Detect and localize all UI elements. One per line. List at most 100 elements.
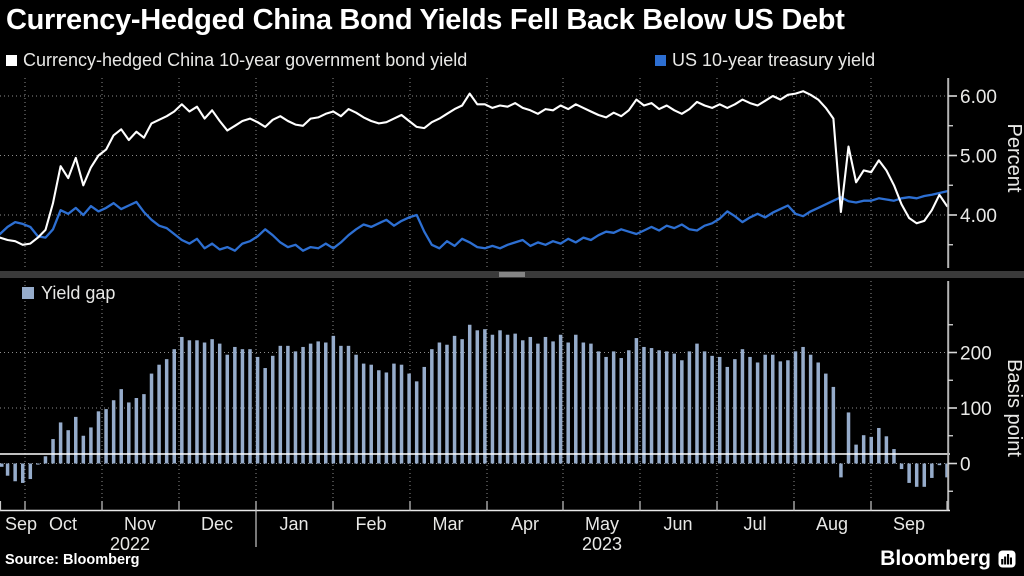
y-axis-title-basis-point: Basis point (1003, 359, 1024, 457)
yield-gap-bar (513, 333, 517, 464)
yield-gap-bar (392, 363, 396, 464)
yield-gap-bar (233, 346, 237, 464)
yield-gap-bar (467, 324, 472, 464)
yield-gap-bar (361, 363, 366, 464)
china-series-label: Currency-hedged China 10-year government… (23, 49, 468, 70)
yield-gap-bar (5, 463, 10, 476)
yield-gap-label: Yield gap (41, 282, 116, 303)
yield-gap-bar (286, 345, 290, 464)
y-axis-title-percent: Percent (1003, 124, 1024, 193)
x-axis-label-month: May (584, 514, 620, 534)
yield-gap-bar (81, 435, 86, 464)
yield-gap-bar (384, 372, 389, 464)
yield-gap-bar (861, 435, 866, 464)
yield-gap-bar (407, 373, 411, 464)
yield-gap-bar (505, 334, 510, 464)
yield-gap-bar (43, 456, 48, 464)
yield-gap-bar (755, 362, 760, 464)
yield-gap-bar (566, 342, 570, 464)
yield-gap-bar (172, 349, 176, 464)
yield-gap-bar (217, 343, 222, 464)
x-axis-label-month: Sep (4, 514, 38, 534)
yield-gap-bar (771, 354, 775, 464)
yield-gap-bar (907, 463, 911, 483)
yield-gap-bar (498, 330, 502, 464)
x-axis-label-month: Nov (123, 514, 157, 534)
yield-gap-bar (0, 463, 4, 467)
yield-gap-bar (354, 354, 358, 464)
yield-gap-bar (543, 336, 548, 464)
yield-gap-bar (20, 463, 25, 483)
yield-gap-bar (657, 350, 661, 464)
yield-gap-bar (604, 356, 608, 464)
x-axis-label-month: Apr (510, 514, 540, 534)
yield-gap-bar (619, 358, 623, 464)
yield-gap-bar (824, 373, 828, 464)
yield-gap-bar (104, 409, 108, 464)
y-axis-tick-label: 0 (960, 455, 971, 476)
x-axis-label-month: Oct (48, 514, 78, 534)
yield-gap-bar (536, 343, 540, 464)
legend-item-yield-gap: Yield gap (22, 282, 116, 303)
bloomberg-wordmark: Bloomberg (880, 547, 991, 570)
yield-gap-bar (589, 343, 593, 464)
yield-gap-bar (937, 463, 942, 466)
yield-gap-bar (58, 422, 63, 464)
yield-gap-bar (710, 355, 714, 464)
yield-gap-bar (695, 343, 699, 464)
yield-gap-bar (846, 412, 851, 464)
yield-gap-bar (293, 351, 298, 464)
yield-gap-bar (945, 463, 949, 478)
chart-title: Currency-Hedged China Bond Yields Fell B… (6, 4, 845, 36)
x-axis-label-month: Mar (432, 514, 464, 534)
yield-gap-bar (127, 402, 131, 464)
yield-gap-bar (308, 343, 313, 464)
yield-gap-bar (66, 430, 70, 464)
yield-gap-bar (399, 364, 404, 464)
yield-gap-bar (96, 411, 101, 464)
yield-gap-bar (422, 366, 427, 464)
yield-gap-bar (430, 349, 434, 464)
yield-gap-bar (763, 354, 767, 464)
x-axis-label-year: 2023 (581, 534, 623, 554)
y-axis-tick-label: 100 (960, 399, 992, 420)
y-axis-tick-label: 4.00 (960, 206, 997, 227)
yield-gap-bar (892, 449, 896, 464)
yield-gap-bar (914, 463, 919, 487)
legend-item-us: US 10-year treasury yield (655, 50, 875, 70)
china-series-swatch (6, 54, 17, 66)
yield-gap-bar (180, 336, 184, 464)
yield-gap-bar (930, 463, 934, 478)
yield-gap-bar (111, 400, 116, 464)
yield-gap-bar (331, 335, 336, 464)
yield-gap-bar (369, 364, 373, 464)
panel-separator-handle[interactable] (499, 272, 525, 277)
yield-gap-bar (316, 341, 320, 464)
yield-gap-bar (793, 351, 798, 464)
yield-gap-bar (581, 342, 586, 464)
y-axis-tick-label: 6.00 (960, 87, 997, 108)
yield-gap-bar (672, 353, 677, 464)
x-axis-label-month: Dec (200, 514, 234, 534)
yield-gap-bar (263, 368, 267, 464)
x-axis-label-month: Aug (815, 514, 849, 534)
yield-gap-bar (346, 345, 351, 464)
yield-gap-bar (301, 346, 305, 464)
bloomberg-brand: Bloomberg (880, 547, 1016, 571)
yield-gap-bar (664, 351, 669, 464)
yield-gap-bar (740, 349, 745, 464)
yield-gap-bar (202, 342, 207, 464)
yield-gap-bar (634, 338, 639, 464)
yield-gap-bar (164, 359, 169, 464)
yield-gap-swatch (22, 287, 34, 299)
yield-gap-bar (240, 349, 245, 464)
yield-gap-bar (649, 348, 654, 464)
yield-gap-bar (733, 359, 737, 464)
x-axis-label-year: 2022 (109, 534, 151, 554)
yield-gap-bar (831, 386, 836, 464)
yield-gap-bar (680, 360, 684, 464)
x-axis-label-month: Jul (743, 514, 767, 534)
yield-gap-bar (187, 340, 192, 464)
